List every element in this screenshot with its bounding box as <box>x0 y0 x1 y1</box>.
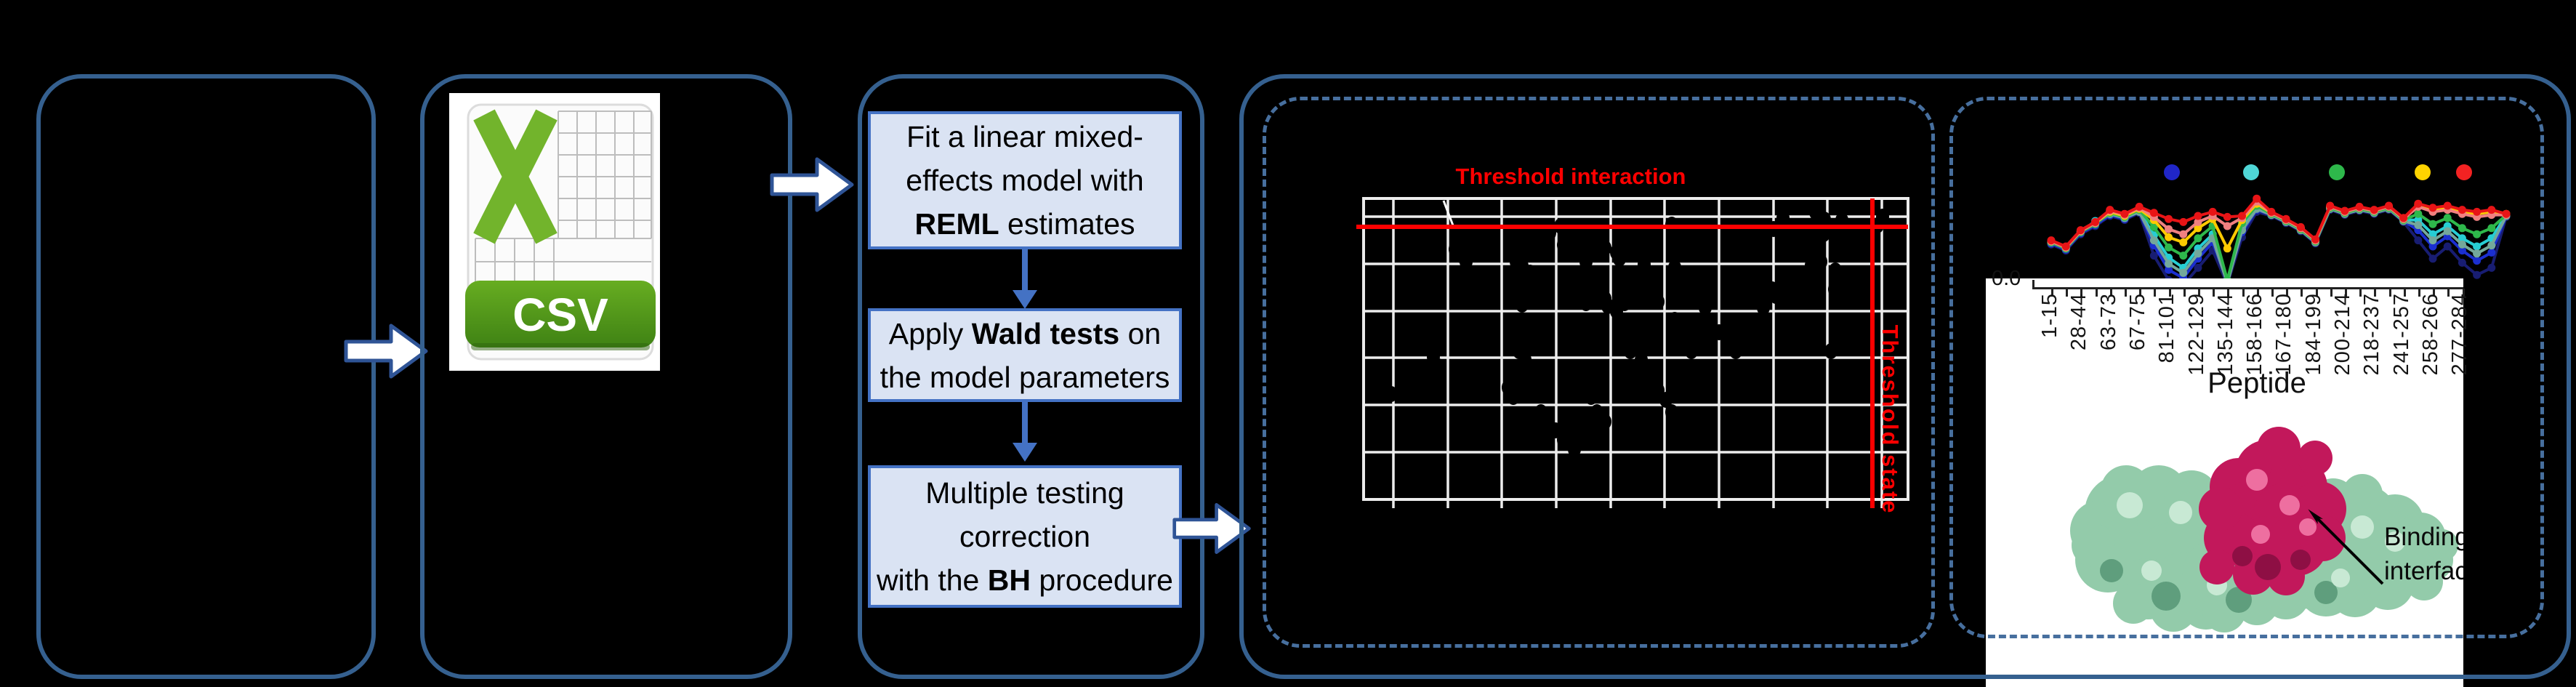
step-fit-lmm: Fit a linear mixed-effects model with REM… <box>868 111 1182 249</box>
axis-tick <box>2359 289 2362 297</box>
binding-interface-annotation: Binding interface <box>2384 520 2463 607</box>
axis-tick <box>2286 289 2289 297</box>
axis-tick <box>2066 289 2069 297</box>
annotation-line-1: Binding <box>2384 523 2463 551</box>
step-text-line: effects model with <box>906 164 1144 197</box>
scatter-title: Threshold interaction <box>1455 164 1686 189</box>
legend-dot-icon <box>2456 164 2472 180</box>
protein-body-highlight <box>2117 492 2405 595</box>
right-arrow-icon <box>344 324 428 379</box>
peptide-uptake-line-chart <box>2047 164 2511 289</box>
axis-tick <box>2168 289 2171 297</box>
uptake-dashed-box <box>1949 97 2544 638</box>
step-text-line: REML estimates <box>914 207 1135 241</box>
bound-peptide-shadow <box>2232 546 2311 580</box>
bound-peptide-highlight <box>2246 469 2317 544</box>
input-data-box <box>36 74 376 679</box>
x-axis-title: Peptide <box>2207 367 2306 399</box>
step-text-line: correction <box>959 520 1090 553</box>
step-wald-tests: Apply Wald tests on the model parameters <box>868 308 1182 402</box>
axis-tick <box>2374 289 2377 297</box>
csv-band <box>465 281 656 347</box>
right-arrow-icon <box>770 157 854 212</box>
legend-dot-icon <box>2415 164 2431 180</box>
protein-structure-image <box>2070 427 2458 632</box>
axis-tick <box>2433 289 2436 297</box>
legend-dot-icon <box>2243 164 2259 180</box>
csv-file-icon: CSV <box>449 93 660 371</box>
axis-tick <box>2080 289 2083 297</box>
right-arrow-icon <box>1172 503 1251 554</box>
axis-tick <box>2256 289 2259 297</box>
step-bh-correction: Multiple testing correction with the BH pr… <box>868 465 1182 608</box>
step-text-line: with the BH procedure <box>877 563 1173 597</box>
step-text-line: Multiple testing <box>925 476 1124 510</box>
timepoint-legend-dots <box>2164 164 2472 180</box>
step-text-line: Fit a linear mixed- <box>906 120 1143 153</box>
step-text-line: Apply Wald tests on <box>888 316 1162 350</box>
axis-tick <box>2139 289 2142 297</box>
statistical-methods-box <box>858 74 1204 679</box>
plot-frame <box>1362 197 1909 501</box>
axis-tick <box>2109 289 2112 297</box>
axis-tick <box>2051 289 2053 297</box>
axis-tick <box>2418 289 2420 297</box>
uptake-markers-red <box>2047 194 2511 251</box>
annotation-line-2: interface <box>2384 557 2463 585</box>
axis-tick <box>2095 289 2098 297</box>
csv-label: CSV <box>512 289 608 341</box>
axis-tick <box>2198 289 2200 297</box>
results-outer-box <box>1239 74 2571 679</box>
axis-tick <box>2345 289 2347 297</box>
axis-tick <box>2227 289 2230 297</box>
axis-tick <box>2271 289 2274 297</box>
legend-dot-icon <box>2164 164 2180 180</box>
threshold-scatter-plot <box>1356 197 1909 508</box>
stray-mark <box>1442 200 1454 226</box>
x-axis-endcap <box>2032 280 2034 289</box>
binding-interface-arrow <box>2308 509 2384 585</box>
axis-tick <box>2154 289 2157 297</box>
uptake-y-tick: 0.0 <box>1992 267 2021 290</box>
axis-tick <box>2213 289 2215 297</box>
excel-x-glyph <box>473 109 558 244</box>
axis-tick <box>2388 289 2391 297</box>
step-text-line: the model parameters <box>880 360 1170 394</box>
axis-tick <box>2447 289 2450 297</box>
legend-dot-icon <box>2329 164 2345 180</box>
x-axis-line <box>2032 287 2463 289</box>
axis-tick <box>2242 289 2245 297</box>
blue-points <box>1385 209 1889 457</box>
gray-points <box>1702 204 1856 397</box>
axis-tick <box>2301 289 2303 297</box>
axis-tick <box>2403 289 2406 297</box>
axis-tick <box>2330 289 2333 297</box>
protein-body-shadow <box>2100 559 2338 613</box>
scatter-dashed-box <box>1263 97 1935 648</box>
axis-tick <box>2315 289 2318 297</box>
axis-tick <box>2183 289 2186 297</box>
peptide-axis-and-protein-panel: 0.0 1-15 28-44 63-73 67-75 81-101 122-129 135-… <box>1986 268 2471 687</box>
csv-input-box <box>420 74 792 679</box>
axis-tick <box>2125 289 2127 297</box>
axis-tick <box>2462 289 2465 297</box>
down-arrow-icon <box>1013 248 1037 309</box>
down-arrow-icon <box>1013 401 1037 462</box>
